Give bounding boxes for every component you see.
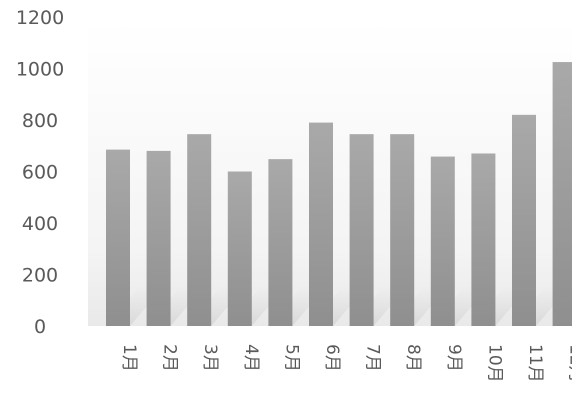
y-axis-tick-labels: 0 200 400 600 800 1000 1200 <box>16 7 64 338</box>
x-category-label: 1月 <box>119 344 139 372</box>
bar <box>512 114 536 326</box>
y-tick-label: 800 <box>22 110 58 132</box>
bar <box>187 134 212 326</box>
x-category-label: 12月 <box>566 344 572 383</box>
bar <box>146 150 171 326</box>
bar <box>552 62 572 326</box>
bar <box>349 134 374 326</box>
y-tick-label: 1200 <box>16 7 64 29</box>
y-tick-label: 1000 <box>16 59 64 81</box>
x-category-label: 3月 <box>200 344 220 372</box>
bar <box>268 159 293 326</box>
x-category-label: 2月 <box>160 344 180 372</box>
x-category-label: 11月 <box>525 344 545 383</box>
bar <box>309 122 333 326</box>
bar <box>471 153 496 326</box>
y-tick-label: 600 <box>22 162 58 184</box>
x-category-label: 8月 <box>403 344 423 372</box>
y-tick-label: 400 <box>22 213 58 235</box>
x-category-label: 10月 <box>484 344 504 383</box>
bars <box>106 62 572 326</box>
y-tick-label: 0 <box>34 316 46 338</box>
x-category-label: 9月 <box>444 344 464 372</box>
x-axis-category-labels: 1月 2月 3月 4月 5月 6月 7月 8月 9月 10月 11月 12月 <box>119 344 572 383</box>
x-category-label: 5月 <box>281 344 301 372</box>
x-category-label: 4月 <box>241 344 261 372</box>
bar <box>430 156 455 326</box>
bar <box>106 149 130 326</box>
x-category-label: 7月 <box>363 344 383 372</box>
bar <box>227 171 252 326</box>
x-category-label: 6月 <box>322 344 342 372</box>
y-tick-label: 200 <box>22 265 58 287</box>
bar <box>390 134 415 326</box>
